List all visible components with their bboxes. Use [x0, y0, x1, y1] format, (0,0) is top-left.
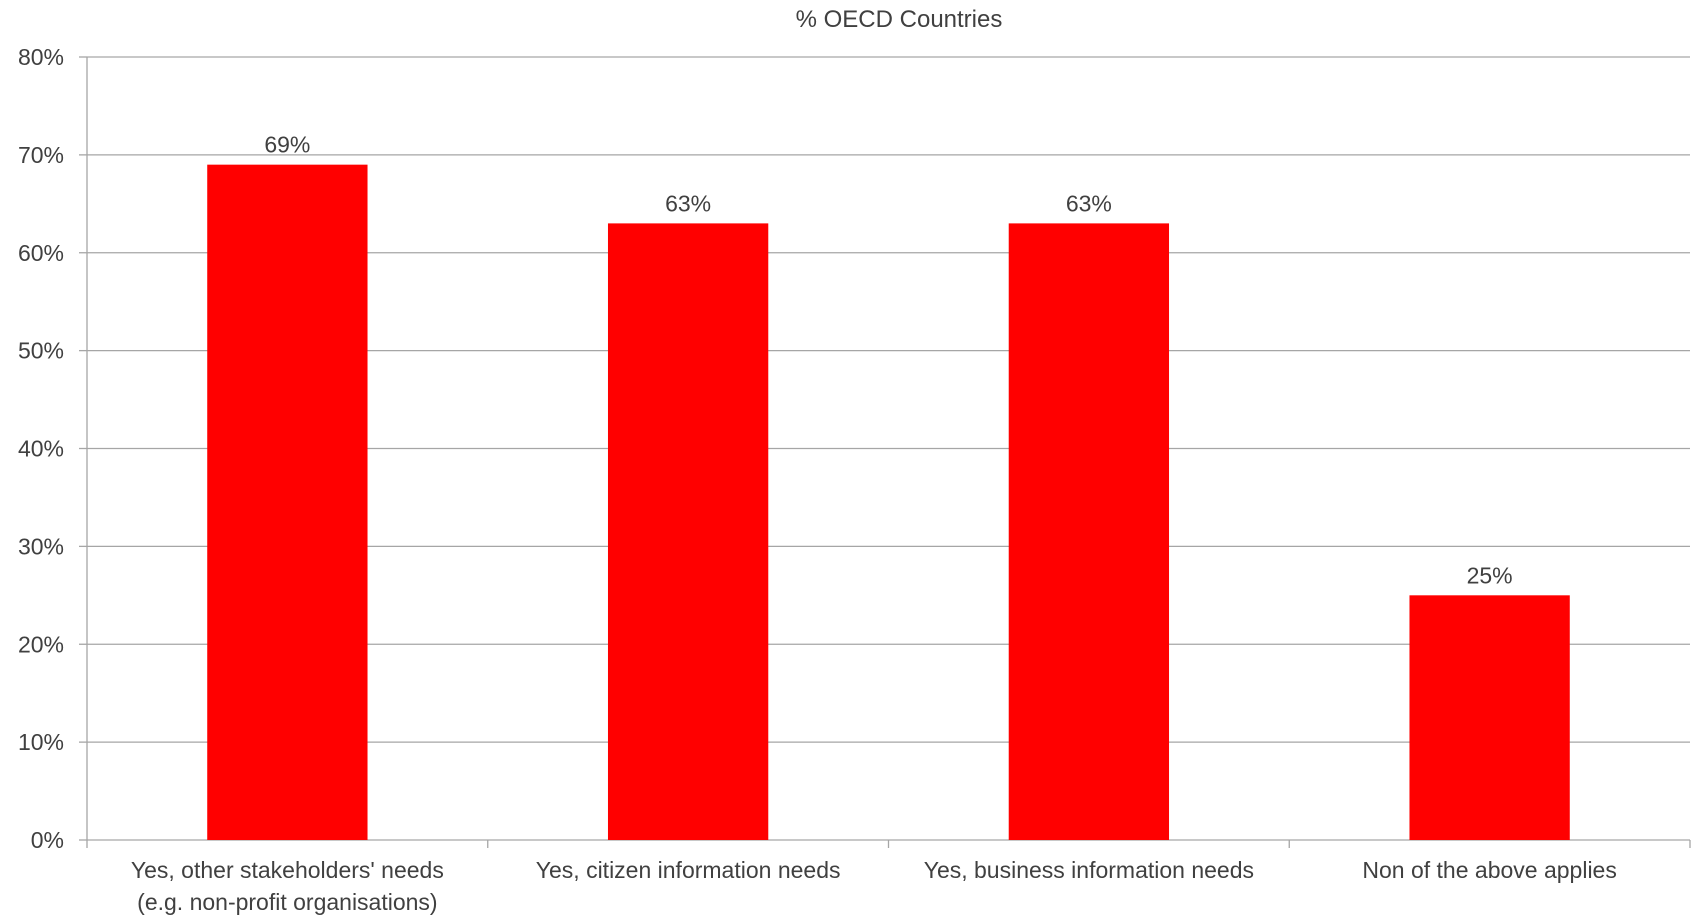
- data-labels: 69% 63% 63% 25%: [264, 132, 1512, 589]
- x-tick-label: Yes, business information needs: [924, 857, 1254, 883]
- data-label: 25%: [1467, 562, 1513, 588]
- data-label: 69%: [264, 132, 310, 158]
- data-label: 63%: [1066, 190, 1112, 216]
- bar: [207, 164, 368, 841]
- bar: [607, 223, 769, 840]
- x-tick-label: (e.g. non-profit organisations): [137, 889, 437, 915]
- x-tick-labels: Yes, other stakeholders' needs (e.g. non-…: [131, 857, 1617, 915]
- x-tick-label: Yes, other stakeholders' needs: [131, 857, 444, 883]
- bar: [1409, 595, 1570, 840]
- y-tick-label: 40%: [18, 436, 64, 462]
- bar: [1008, 223, 1170, 840]
- y-tick-label: 30%: [18, 533, 64, 559]
- x-tick-label: Non of the above applies: [1362, 857, 1616, 883]
- y-tick-label: 70%: [18, 142, 64, 168]
- y-tick-label: 20%: [18, 631, 64, 657]
- bars: [207, 164, 1570, 841]
- y-tick-labels: 0% 10% 20% 30% 40% 50% 60% 70% 80%: [18, 44, 64, 853]
- x-tick-label: Yes, citizen information needs: [536, 857, 841, 883]
- y-tick-label: 60%: [18, 240, 64, 266]
- y-tick-label: 80%: [18, 44, 64, 70]
- chart-title: % OECD Countries: [796, 6, 1003, 33]
- y-tick-label: 0%: [31, 827, 64, 853]
- y-tick-label: 50%: [18, 338, 64, 364]
- data-label: 63%: [665, 190, 711, 216]
- y-tick-label: 10%: [18, 729, 64, 755]
